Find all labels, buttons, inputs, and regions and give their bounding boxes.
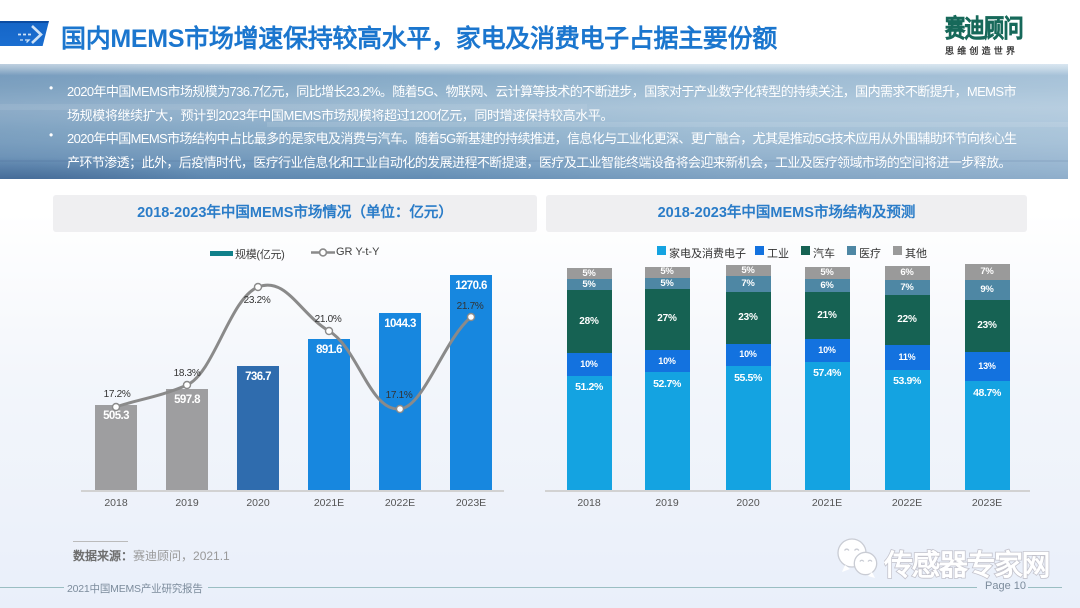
- svg-text:传感器专家网: 传感器专家网: [884, 548, 1050, 582]
